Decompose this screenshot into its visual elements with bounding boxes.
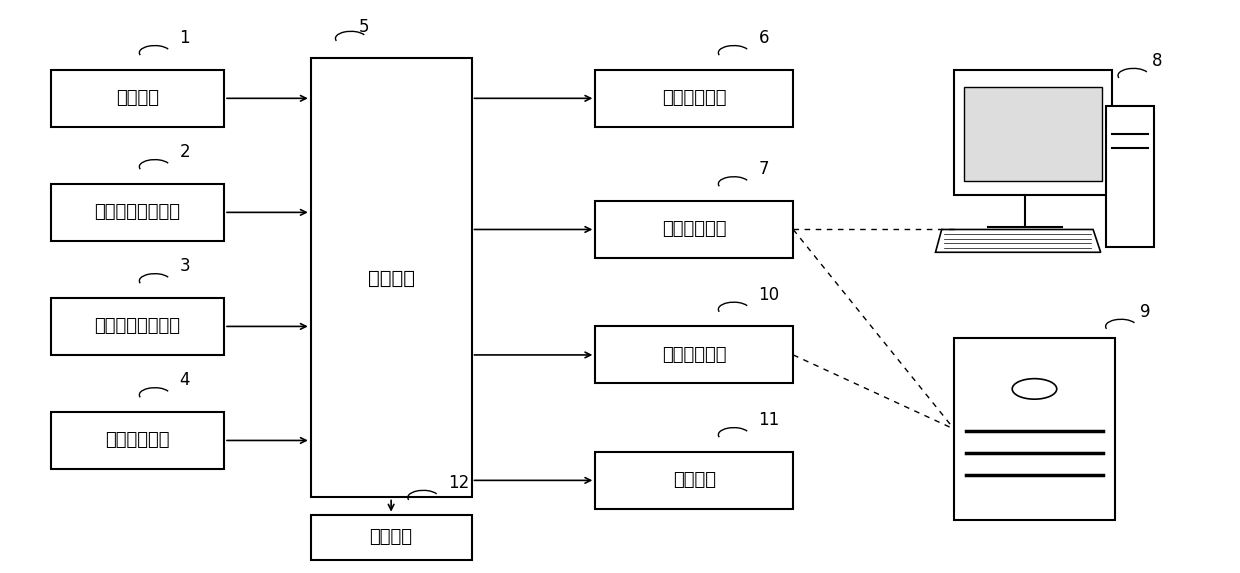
- FancyBboxPatch shape: [595, 70, 794, 127]
- FancyBboxPatch shape: [51, 298, 224, 355]
- Text: 4: 4: [180, 371, 190, 389]
- Text: 3: 3: [180, 257, 190, 275]
- FancyBboxPatch shape: [311, 515, 471, 560]
- Text: 数据分析模块: 数据分析模块: [662, 221, 727, 238]
- FancyBboxPatch shape: [1106, 106, 1154, 246]
- Text: 8: 8: [1152, 52, 1163, 70]
- Text: 心电数据采集模块: 心电数据采集模块: [94, 317, 181, 335]
- FancyBboxPatch shape: [954, 69, 1112, 195]
- Polygon shape: [935, 229, 1101, 252]
- Text: 11: 11: [759, 411, 780, 429]
- Text: 显示模块: 显示模块: [370, 528, 413, 547]
- Text: 图像采集模块: 图像采集模块: [105, 431, 170, 449]
- Text: 主控模块: 主控模块: [367, 268, 414, 288]
- FancyBboxPatch shape: [595, 201, 794, 258]
- FancyBboxPatch shape: [954, 338, 1115, 520]
- Text: 10: 10: [759, 285, 780, 304]
- Text: 7: 7: [759, 160, 769, 178]
- Text: 5: 5: [358, 18, 370, 36]
- Text: 报警模块: 报警模块: [673, 472, 715, 489]
- FancyBboxPatch shape: [51, 184, 224, 241]
- FancyBboxPatch shape: [51, 412, 224, 469]
- Text: 无线通信模块: 无线通信模块: [662, 346, 727, 364]
- FancyBboxPatch shape: [963, 87, 1102, 181]
- FancyBboxPatch shape: [51, 70, 224, 127]
- Text: 12: 12: [448, 474, 469, 492]
- FancyBboxPatch shape: [595, 452, 794, 509]
- Text: 6: 6: [759, 29, 769, 47]
- Text: 9: 9: [1140, 303, 1151, 321]
- Text: 数据处理模块: 数据处理模块: [662, 89, 727, 107]
- Text: 电源模块: 电源模块: [117, 89, 159, 107]
- FancyBboxPatch shape: [595, 327, 794, 383]
- Text: 呼吸参数采集模块: 呼吸参数采集模块: [94, 203, 181, 221]
- Text: 1: 1: [180, 29, 190, 47]
- Text: 2: 2: [180, 143, 190, 161]
- FancyBboxPatch shape: [311, 58, 471, 497]
